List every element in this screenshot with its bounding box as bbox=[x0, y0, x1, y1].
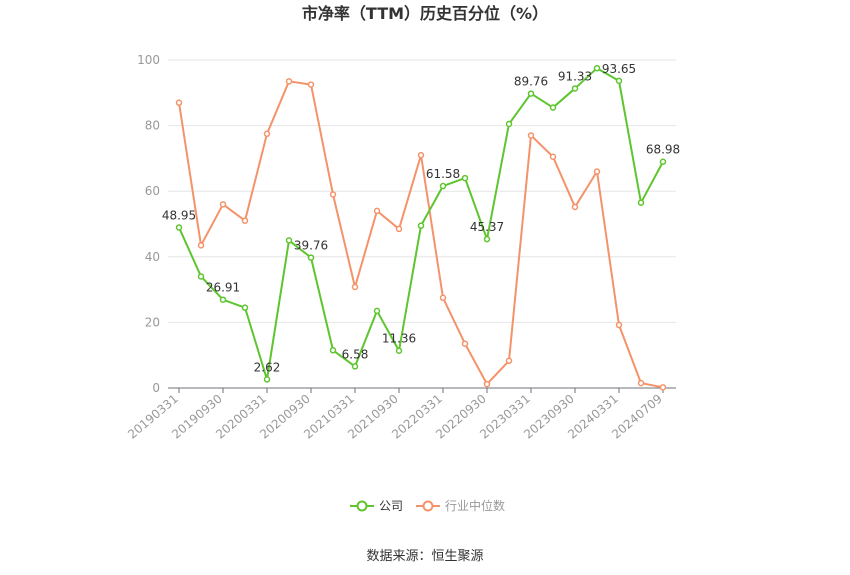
legend-label: 公司 bbox=[379, 499, 403, 513]
data-point bbox=[527, 132, 535, 139]
data-label: 26.91 bbox=[206, 281, 240, 295]
data-point bbox=[263, 376, 271, 383]
data-point bbox=[373, 207, 381, 215]
data-point bbox=[461, 174, 469, 182]
data-point bbox=[395, 347, 403, 354]
data-label: 91.33 bbox=[558, 69, 592, 83]
data-point bbox=[549, 104, 557, 111]
data-point bbox=[351, 283, 359, 291]
data-label: 2.62 bbox=[254, 360, 281, 374]
data-point bbox=[197, 273, 205, 280]
y-tick-label: 100 bbox=[137, 53, 160, 67]
data-point bbox=[329, 191, 337, 198]
data-point bbox=[219, 296, 227, 303]
data-label: 93.65 bbox=[602, 62, 636, 76]
data-point bbox=[615, 321, 623, 329]
y-tick-label: 40 bbox=[145, 250, 160, 264]
data-point bbox=[329, 347, 337, 354]
legend-label: 行业中位数 bbox=[445, 498, 505, 513]
data-point bbox=[175, 224, 183, 231]
chart-title: 市净率（TTM）历史百分位（%） bbox=[302, 4, 548, 23]
data-labels: 48.95 26.91 2.62 39.76 6.58 11.36 61.58 45.37 89… bbox=[162, 62, 680, 375]
y-axis: 0 20 40 60 80 100 bbox=[137, 53, 160, 395]
data-point bbox=[483, 235, 491, 243]
data-point bbox=[483, 380, 491, 388]
data-label: 61.58 bbox=[426, 167, 460, 181]
legend[interactable]: 公司 行业中位数 bbox=[350, 498, 505, 513]
y-tick-label: 60 bbox=[145, 184, 160, 198]
data-point bbox=[659, 158, 667, 165]
data-point bbox=[439, 294, 447, 302]
data-point bbox=[527, 90, 535, 97]
data-label: 48.95 bbox=[162, 208, 196, 222]
data-point bbox=[175, 99, 183, 106]
data-point bbox=[571, 85, 579, 92]
x-axis: 2019033120190930202003312020093020210331… bbox=[125, 387, 676, 442]
data-point bbox=[263, 130, 271, 138]
data-point bbox=[505, 120, 513, 128]
data-point bbox=[571, 203, 579, 211]
data-point bbox=[417, 222, 425, 229]
data-point bbox=[461, 340, 469, 347]
legend-item-industry-median[interactable]: 行业中位数 bbox=[416, 498, 505, 513]
data-point bbox=[593, 64, 601, 72]
data-point bbox=[549, 153, 557, 161]
data-point bbox=[615, 77, 623, 85]
data-point bbox=[307, 254, 315, 261]
legend-marker bbox=[422, 500, 434, 512]
data-point bbox=[417, 151, 425, 159]
data-label: 11.36 bbox=[382, 332, 416, 346]
data-point bbox=[373, 307, 381, 315]
data-point bbox=[395, 225, 403, 233]
series-line bbox=[178, 80, 664, 389]
series-company bbox=[175, 64, 667, 383]
data-point bbox=[219, 201, 227, 208]
legend-marker bbox=[356, 500, 368, 512]
data-point bbox=[593, 168, 601, 175]
data-label: 89.76 bbox=[514, 75, 548, 89]
data-point bbox=[659, 384, 667, 391]
data-point bbox=[197, 242, 205, 249]
data-point bbox=[285, 78, 293, 85]
y-tick-label: 0 bbox=[152, 381, 160, 395]
data-point bbox=[285, 237, 293, 244]
data-point bbox=[241, 217, 249, 224]
data-point bbox=[307, 81, 315, 88]
data-point bbox=[351, 363, 359, 370]
series-industry-median bbox=[175, 78, 667, 391]
data-label: 39.76 bbox=[294, 239, 328, 253]
data-label: 68.98 bbox=[646, 143, 680, 157]
y-tick-label: 20 bbox=[145, 315, 160, 329]
data-point bbox=[637, 379, 645, 387]
data-point bbox=[439, 182, 447, 190]
data-point bbox=[241, 304, 249, 311]
data-point bbox=[505, 357, 513, 365]
data-point bbox=[637, 199, 645, 206]
source-note: 数据来源：恒生聚源 bbox=[366, 549, 483, 564]
data-label: 6.58 bbox=[342, 347, 369, 361]
series-layer bbox=[175, 64, 667, 391]
y-tick-label: 80 bbox=[145, 119, 160, 133]
legend-item-company[interactable]: 公司 bbox=[350, 499, 403, 513]
data-label: 45.37 bbox=[470, 220, 504, 234]
